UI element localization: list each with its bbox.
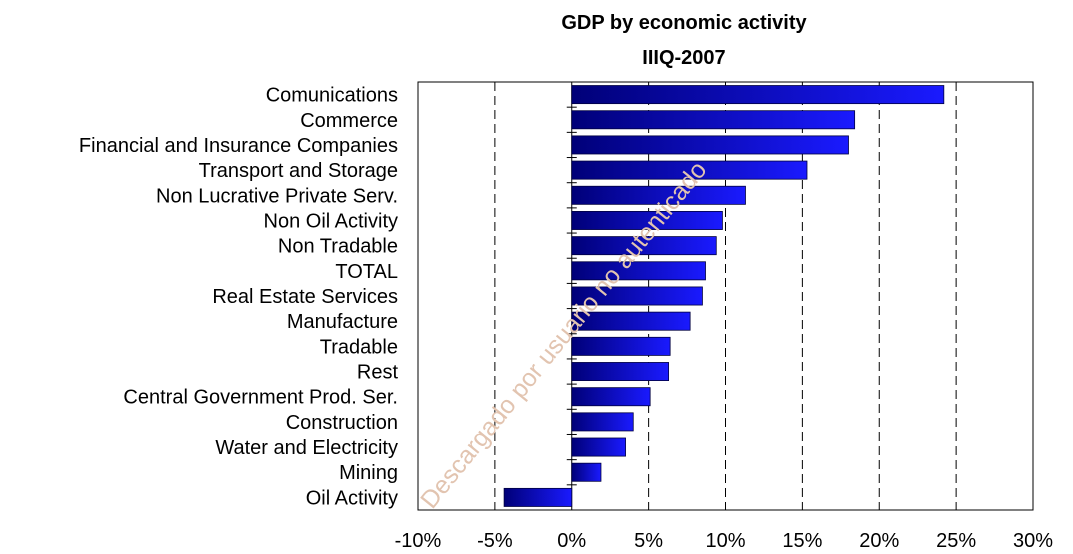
- bar: [571, 110, 856, 130]
- category-label: Oil Activity: [306, 487, 398, 509]
- x-tick-label: 25%: [936, 530, 976, 552]
- category-label: Water and Electricity: [215, 437, 398, 459]
- category-label: Central Government Prod. Ser.: [123, 387, 398, 409]
- bar: [571, 286, 703, 306]
- x-tick-label: 0%: [557, 530, 586, 552]
- category-label: TOTAL: [335, 261, 398, 283]
- bar: [571, 185, 746, 205]
- category-label: Mining: [339, 462, 398, 484]
- category-label: Financial and Insurance Companies: [79, 135, 398, 157]
- category-label: Real Estate Services: [212, 286, 398, 308]
- bar: [571, 85, 945, 105]
- bar: [571, 387, 651, 407]
- x-tick-label: -10%: [395, 530, 442, 552]
- bar: [503, 487, 573, 507]
- x-tick-label: 5%: [634, 530, 663, 552]
- bar: [571, 236, 717, 256]
- bar: [571, 362, 670, 381]
- category-label: Manufacture: [287, 311, 398, 333]
- category-label: Commerce: [300, 110, 398, 132]
- category-label: Comunications: [266, 85, 398, 107]
- category-label: Non Tradable: [278, 236, 398, 258]
- category-label: Rest: [357, 362, 399, 384]
- bar: [571, 412, 634, 432]
- category-label: Tradable: [320, 336, 398, 358]
- bars: [503, 85, 945, 507]
- x-tick-label: -5%: [477, 530, 513, 552]
- category-label: Construction: [286, 412, 398, 434]
- bar: [571, 311, 691, 331]
- x-tick-labels: -10% -5% 0% 5% 10% 15% 20% 25% 30%: [395, 530, 1054, 552]
- chart-subtitle: IIIQ-2007: [642, 47, 725, 69]
- bar: [571, 160, 808, 180]
- category-label: Transport and Storage: [199, 160, 398, 182]
- chart-title: GDP by economic activity: [561, 12, 807, 34]
- category-labels: Comunications Commerce Financial and Insur…: [79, 85, 399, 510]
- x-tick-label: 15%: [782, 530, 822, 552]
- bar: [571, 462, 602, 482]
- bar: [571, 135, 849, 155]
- x-tick-label: 30%: [1013, 530, 1053, 552]
- category-label: Non Oil Activity: [264, 210, 398, 232]
- bar: [571, 336, 671, 356]
- x-tick-label: 20%: [859, 530, 899, 552]
- bar: [571, 211, 723, 230]
- x-tick-label: 10%: [705, 530, 745, 552]
- category-label: Non Lucrative Private Serv.: [156, 185, 398, 207]
- bar: [571, 261, 706, 281]
- bar: [571, 437, 626, 457]
